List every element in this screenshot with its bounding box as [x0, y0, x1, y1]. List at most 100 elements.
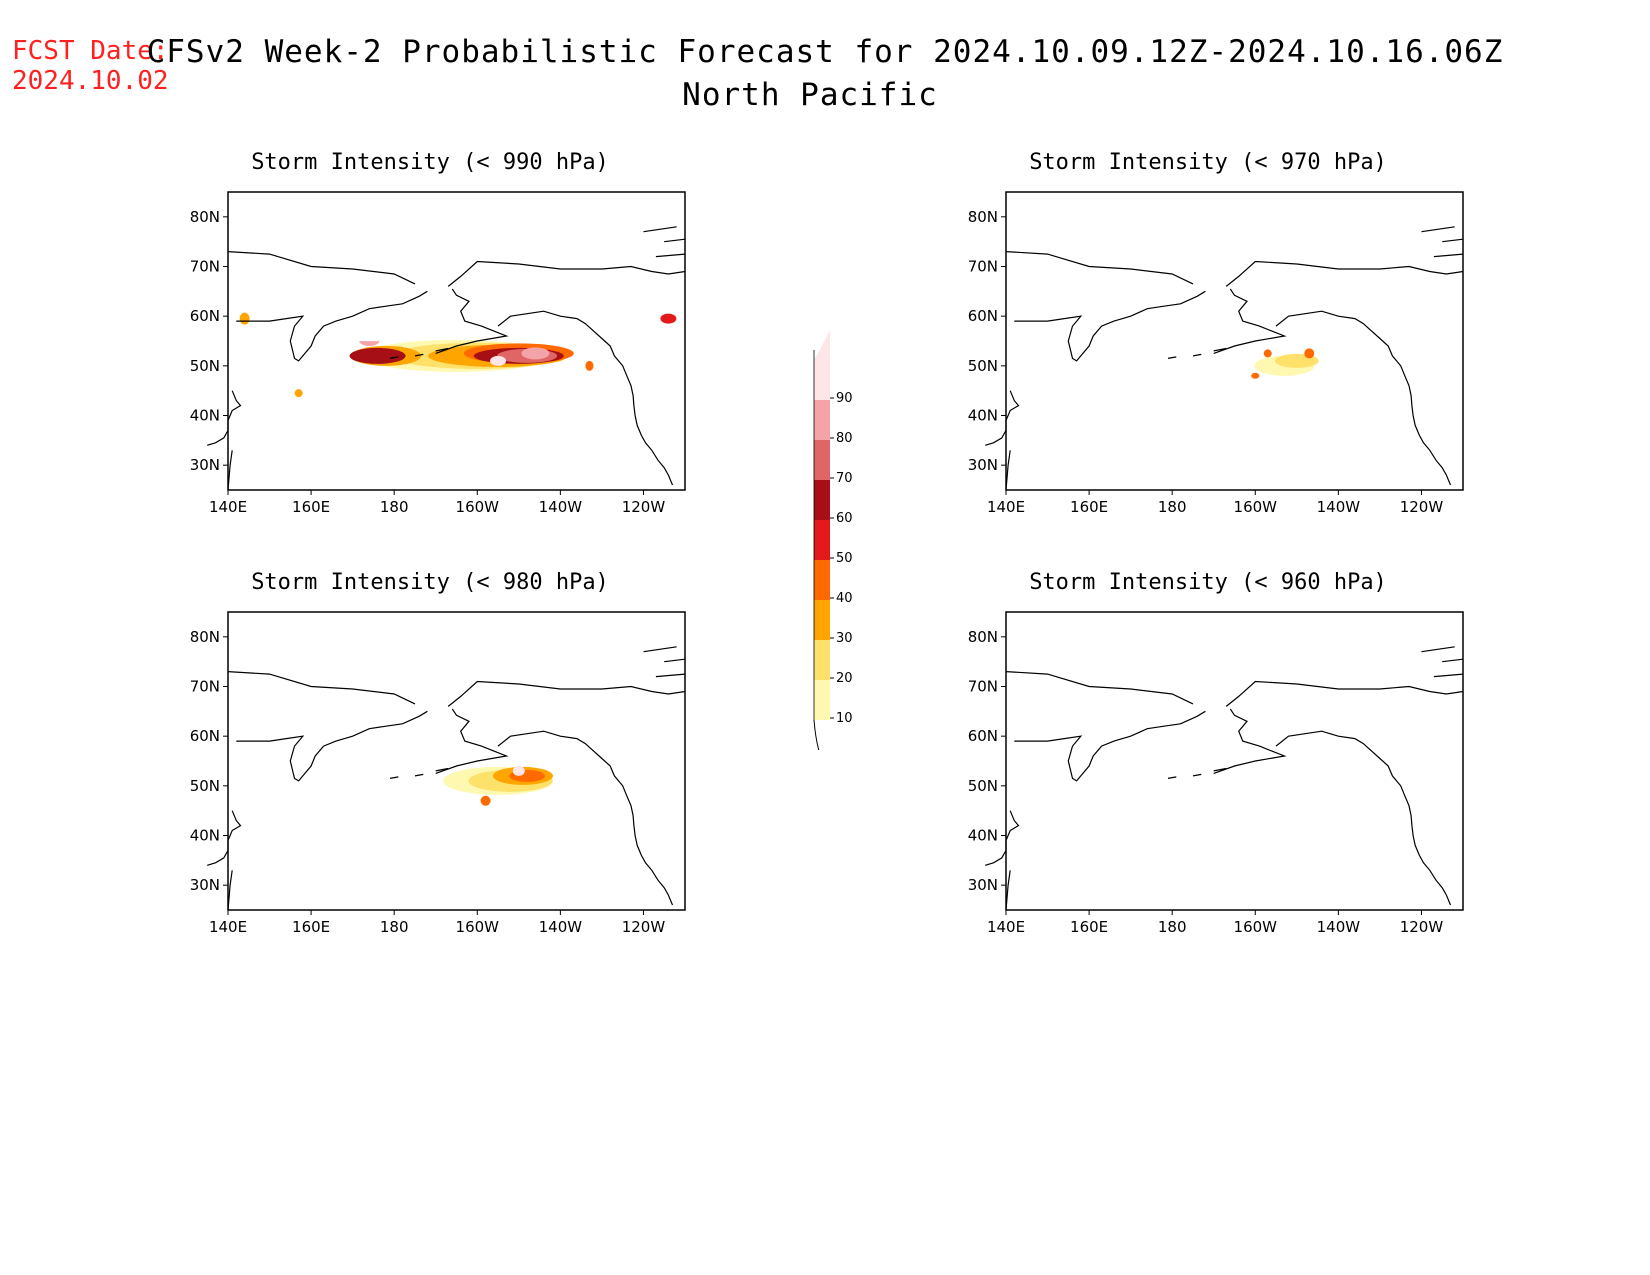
- colorbar-swatch: [814, 640, 830, 680]
- forecast-date-label: FCST Date:: [12, 36, 169, 66]
- region-subtitle: North Pacific: [682, 77, 938, 113]
- lat-label: 30N: [190, 456, 220, 474]
- lon-label: 160W: [1234, 498, 1278, 516]
- lon-label: 140W: [539, 918, 583, 936]
- coastline: [1275, 310, 1452, 486]
- coastline: [1213, 288, 1287, 354]
- map-frame: [227, 191, 686, 491]
- lat-label: 70N: [968, 258, 998, 276]
- coastlines: [985, 226, 1464, 491]
- lat-label: 30N: [190, 876, 220, 894]
- coastline: [389, 776, 399, 779]
- colorbar-label: 60: [836, 511, 853, 526]
- lon-label: 120W: [1400, 498, 1444, 516]
- probability-shading: [443, 765, 554, 806]
- prob-blob: [521, 347, 550, 360]
- lat-label: 40N: [968, 407, 998, 425]
- coastline: [1442, 238, 1464, 243]
- colorbar-swatch: [814, 440, 830, 480]
- coastline: [664, 238, 686, 243]
- map-svg: 80N 70N 60N 50N 40N 30N 140E 160E 180 160W 140W 120…: [190, 191, 686, 516]
- coastline: [1275, 730, 1452, 906]
- lat-label: 40N: [190, 827, 220, 845]
- colorbar-swatch: [814, 360, 830, 400]
- probability-colorbar: 90 80 70 60 50 40 30 20 10: [813, 330, 853, 750]
- lat-label: 50N: [190, 357, 220, 375]
- coastline: [1014, 710, 1206, 782]
- prob-blob: [349, 347, 406, 364]
- coastline: [435, 347, 449, 352]
- coastline: [497, 310, 674, 486]
- lon-label: 140E: [987, 498, 1025, 516]
- lat-label: 70N: [190, 678, 220, 696]
- probability-shading: [239, 312, 677, 398]
- map-svg: 80N 70N 60N 50N 40N 30N 140E 160E 180 160W 140W 120…: [968, 191, 1464, 516]
- colorbar-swatch: [814, 680, 830, 720]
- prob-blob: [585, 360, 594, 371]
- coastline: [1213, 347, 1227, 352]
- map-area: [1006, 612, 1463, 910]
- lat-label: 70N: [968, 678, 998, 696]
- lat-label: 80N: [190, 628, 220, 646]
- coastline: [664, 658, 686, 663]
- lon-label: 160E: [1070, 498, 1108, 516]
- coastline: [1213, 708, 1287, 774]
- coastline: [1014, 290, 1206, 362]
- lat-label: 60N: [968, 727, 998, 745]
- coastline: [435, 288, 509, 354]
- lon-label: 180: [1158, 918, 1187, 936]
- colorbar-label: 40: [836, 591, 853, 606]
- map-frame: [1005, 191, 1464, 491]
- prob-blob: [1304, 348, 1315, 359]
- lat-label: 60N: [968, 307, 998, 325]
- map-frame: [1005, 611, 1464, 911]
- panel-title: Storm Intensity (< 990 hPa): [251, 150, 609, 175]
- colorbar-swatch: [814, 520, 830, 560]
- map-svg: 80N 70N 60N 50N 40N 30N 140E 160E 180 160W 140W 120…: [190, 611, 686, 936]
- panel-title: Storm Intensity (< 970 hPa): [1029, 150, 1387, 175]
- lon-label: 120W: [1400, 918, 1444, 936]
- prob-blob: [660, 313, 677, 324]
- colorbar-swatch: [814, 480, 830, 520]
- lon-label: 140E: [209, 918, 247, 936]
- colorbar-label: 80: [836, 431, 853, 446]
- coastline: [389, 356, 399, 359]
- forecast-date-block: FCST Date: 2024.10.02: [12, 36, 169, 96]
- lon-label: 140E: [987, 918, 1025, 936]
- coastline: [1225, 680, 1464, 707]
- map-panel-980: Storm Intensity (< 980 hPa) 80N 70N 60N 50N…: [170, 570, 690, 940]
- coastline: [236, 290, 428, 362]
- coastline: [414, 773, 424, 777]
- coastline: [435, 767, 449, 772]
- colorbar-swatch: [814, 600, 830, 640]
- lon-label: 180: [380, 498, 409, 516]
- coastline: [1005, 251, 1194, 285]
- colorbar-swatch: [814, 400, 830, 440]
- lat-label: 60N: [190, 727, 220, 745]
- lon-label: 120W: [622, 918, 666, 936]
- lon-label: 180: [1158, 498, 1187, 516]
- prob-blob: [490, 355, 507, 366]
- colorbar-bottom-arrow: [813, 719, 820, 750]
- prob-blob: [1263, 349, 1272, 358]
- colorbar-swatch: [814, 560, 830, 600]
- lat-label: 80N: [968, 208, 998, 226]
- panel-title: Storm Intensity (< 980 hPa): [251, 570, 609, 595]
- coastline: [1433, 673, 1464, 678]
- coastline: [1005, 671, 1194, 705]
- coastline: [1167, 356, 1177, 359]
- forecast-date-value: 2024.10.02: [12, 66, 169, 96]
- lat-label: 50N: [968, 777, 998, 795]
- lat-label: 80N: [968, 628, 998, 646]
- map-area: [228, 612, 685, 910]
- lon-label: 160W: [456, 918, 500, 936]
- missing-data-gap: [352, 321, 379, 342]
- coastline: [1225, 260, 1464, 287]
- map-panel-970: Storm Intensity (< 970 hPa) 80N 70N 60N 50N…: [948, 150, 1468, 520]
- colorbar-label: 30: [836, 631, 853, 646]
- coastline: [447, 680, 686, 707]
- coastline: [1192, 353, 1202, 357]
- page-title: CFSv2 Week-2 Probabilistic Forecast for …: [146, 34, 1504, 70]
- coastline: [1167, 776, 1177, 779]
- colorbar-label: 70: [836, 471, 853, 486]
